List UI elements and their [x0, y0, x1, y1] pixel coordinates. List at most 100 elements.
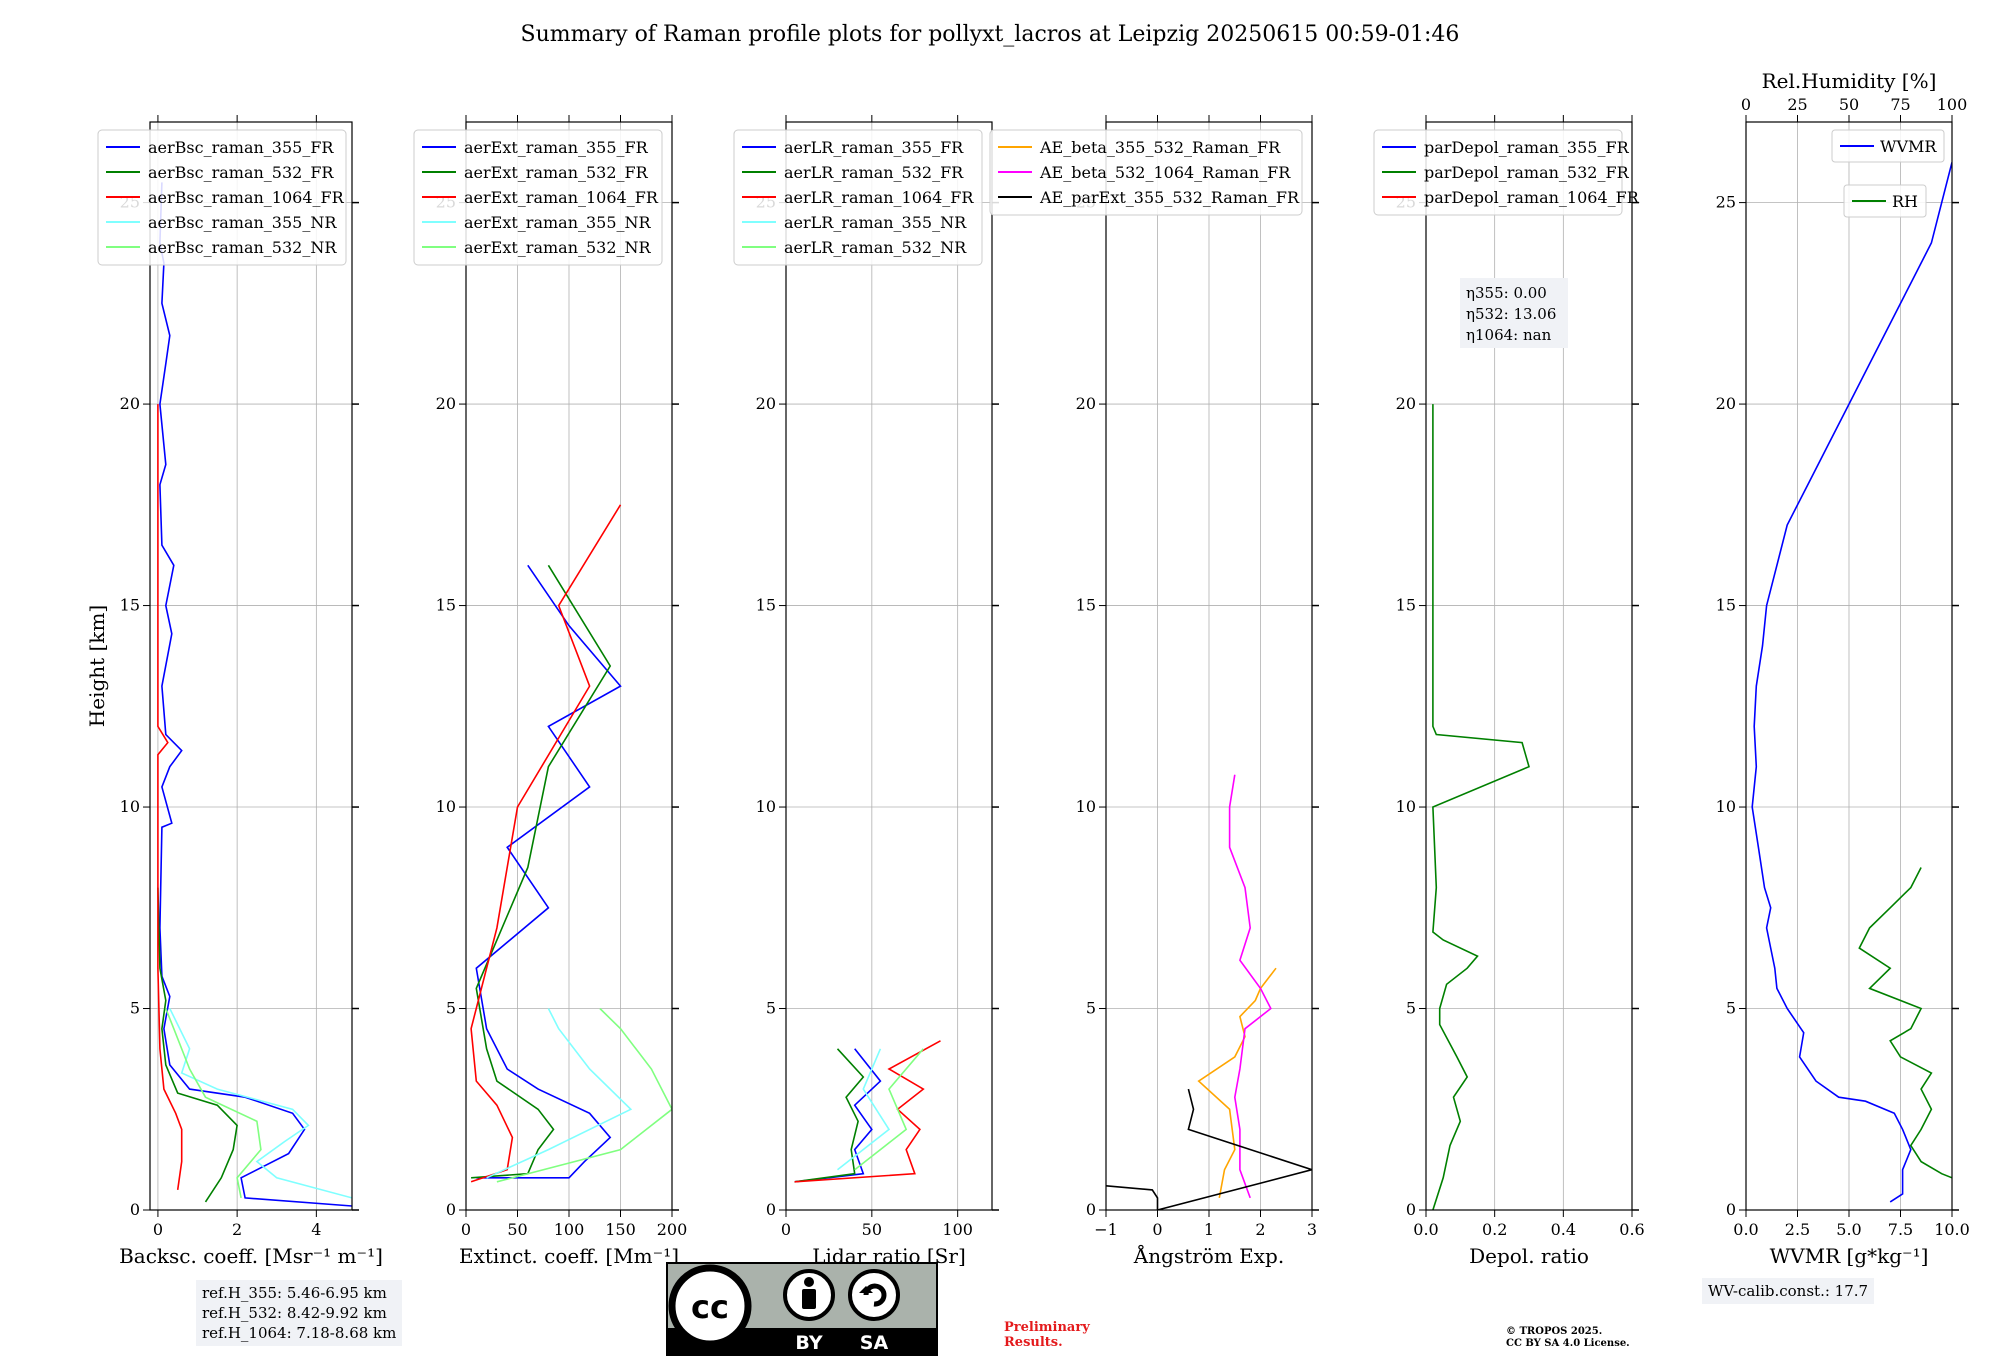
- legend-label: aerLR_raman_1064_FR: [784, 188, 974, 207]
- y-tick-label: 10: [436, 797, 456, 816]
- y-tick-label: 10: [756, 797, 776, 816]
- eta-value: η1064: nan: [1466, 326, 1552, 344]
- legend: aerLR_raman_355_FR aerLR_raman_532_FR aerL…: [733, 129, 983, 266]
- legend-label: aerLR_raman_532_NR: [784, 238, 967, 257]
- y-tick-label: 10: [120, 797, 140, 816]
- legend-label: aerBsc_raman_1064_FR: [148, 188, 345, 207]
- y-tick-label: 0: [1406, 1200, 1416, 1219]
- y-tick-label: 5: [130, 999, 140, 1018]
- y-tick-label: 15: [1076, 596, 1096, 615]
- x-tick-label: 100: [942, 1220, 973, 1239]
- y-tick-label: 10: [1076, 797, 1096, 816]
- x-axis-label: Backsc. coeff. [Msr⁻¹ m⁻¹]: [119, 1244, 383, 1268]
- preliminary-line-2: Results.: [1004, 1335, 1063, 1350]
- x-tick-label: 4: [311, 1220, 321, 1239]
- legend-label: aerLR_raman_355_NR: [784, 213, 967, 232]
- copyright-line-2: CC BY SA 4.0 License.: [1506, 1338, 1630, 1349]
- legend: aerExt_raman_355_FR aerExt_raman_532_FRae…: [413, 129, 663, 266]
- legend-label: parDepol_raman_355_FR: [1424, 138, 1630, 157]
- x-tick-label: 5.0: [1836, 1220, 1861, 1239]
- legend-label: aerExt_raman_532_FR: [464, 163, 649, 182]
- reference-height-box: ref.H_355: 5.46-6.95 km ref.H_532: 8.42-…: [196, 1280, 403, 1346]
- legend: parDepol_raman_355_FR parDepol_raman_532_…: [1373, 129, 1640, 216]
- share-alike-icon: [848, 1269, 900, 1321]
- y-tick-label: 20: [436, 394, 456, 413]
- series-RH: [1858, 867, 1952, 1179]
- preliminary-line-1: Preliminary: [1004, 1320, 1090, 1335]
- series-aerExt_raman_355_NR: [486, 1008, 633, 1179]
- series-AE_parExt_355_532_Raman_FR: [1106, 1088, 1312, 1210]
- figure-title: Summary of Raman profile plots for polly…: [520, 22, 1460, 47]
- x-tick-label: 0.2: [1482, 1220, 1507, 1239]
- series-parDepol_raman_532_FR: [1432, 404, 1530, 1210]
- x-tick-label: 150: [605, 1220, 636, 1239]
- x-tick-label: 0: [781, 1220, 791, 1239]
- panel-wvmr_rh: 0.0 2.5 5.0 7.5 10.0 0 5 10 15 20 25 WVMR [g*kg⁻¹] 0…: [1716, 69, 1970, 1268]
- x-tick-label: 1: [1204, 1220, 1214, 1239]
- x-tick-label: 10.0: [1934, 1220, 1970, 1239]
- legend-label: aerExt_raman_355_NR: [464, 213, 652, 232]
- x-axis-label: Depol. ratio: [1469, 1244, 1589, 1268]
- legend-label: aerExt_raman_1064_FR: [464, 188, 659, 207]
- legend-label: parDepol_raman_1064_FR: [1424, 188, 1640, 207]
- series-aerExt_raman_1064_FR: [470, 504, 622, 1183]
- legend-label: aerBsc_raman_532_FR: [148, 163, 334, 182]
- panel-angstrom: −101230510152025Ångström Exp.AE_beta_355…: [989, 115, 1319, 1268]
- x2-tick-label: 0: [1741, 95, 1751, 114]
- y-tick-label: 20: [120, 394, 140, 413]
- x-tick-label: 100: [554, 1220, 585, 1239]
- legend: AE_beta_355_532_Raman_FR AE_beta_532_1064…: [989, 129, 1303, 216]
- legend-label: aerBsc_raman_355_FR: [148, 138, 334, 157]
- cc-license-logo: cc BY SA: [666, 1262, 938, 1356]
- x-tick-label: 0: [461, 1220, 471, 1239]
- legend-label: AE_beta_355_532_Raman_FR: [1039, 138, 1281, 157]
- y-tick-label: 15: [756, 596, 776, 615]
- axes-frame: [785, 121, 993, 1211]
- y-tick-label: 25: [1716, 193, 1736, 212]
- y-tick-label: 0: [130, 1200, 140, 1219]
- ref-height-355: ref.H_355: 5.46-6.95 km: [202, 1284, 387, 1302]
- legend-label: aerLR_raman_532_FR: [784, 163, 964, 182]
- svg-text:RH: RH: [1892, 192, 1918, 211]
- y-tick-label: 10: [1396, 797, 1416, 816]
- y-tick-label: 0: [1086, 1200, 1096, 1219]
- x-tick-label: 2: [1255, 1220, 1265, 1239]
- x-axis-label: Extinct. coeff. [Mm⁻¹]: [459, 1244, 679, 1268]
- series-aerLR_raman_1064_FR: [794, 1040, 941, 1183]
- legend-label: aerBsc_raman_355_NR: [148, 213, 337, 232]
- x-tick-label: 50: [507, 1220, 527, 1239]
- legend-label: aerExt_raman_355_FR: [464, 138, 649, 157]
- series-aerExt_raman_355_FR: [475, 564, 622, 1179]
- series-aerLR_raman_532_FR: [794, 1048, 865, 1183]
- y-tick-label: 20: [1396, 394, 1416, 413]
- x-tick-label: 2: [232, 1220, 242, 1239]
- legend-label: aerBsc_raman_532_NR: [148, 238, 337, 257]
- legend-label: AE_parExt_355_532_Raman_FR: [1039, 188, 1300, 207]
- x-tick-label: 2.5: [1785, 1220, 1810, 1239]
- series-aerLR_raman_532_NR: [854, 1048, 924, 1171]
- legend-label: parDepol_raman_532_FR: [1424, 163, 1630, 182]
- series-aerLR_raman_355_NR: [837, 1048, 891, 1171]
- x-tick-label: 0.0: [1733, 1220, 1758, 1239]
- svg-text:WVMR: WVMR: [1880, 137, 1937, 156]
- x-axis-label: WVMR [g*kg⁻¹]: [1770, 1244, 1929, 1268]
- legend-entry-WVMR: WVMR: [1831, 129, 1945, 163]
- eta-value: η532: 13.06: [1466, 305, 1556, 323]
- preliminary-results-note: Preliminary Results.: [1004, 1320, 1090, 1350]
- x-tick-label: 7.5: [1888, 1220, 1913, 1239]
- legend: aerBsc_raman_355_FR aerBsc_raman_532_FRae…: [97, 129, 347, 266]
- x-tick-label: 3: [1307, 1220, 1317, 1239]
- eta-annotation: η355: 0.00 η532: 13.06 η1064: nan: [1460, 278, 1568, 348]
- y-tick-label: 20: [756, 394, 776, 413]
- series-WVMR: [1751, 162, 1952, 1203]
- y-tick-label: 5: [446, 999, 456, 1018]
- series-aerBsc_raman_355_FR: [159, 182, 352, 1207]
- copyright-line-1: © TROPOS 2025.: [1506, 1326, 1603, 1337]
- ref-height-532: ref.H_532: 8.42-9.92 km: [202, 1304, 387, 1322]
- wv-calibration-box: WV-calib.const.: 17.7: [1702, 1278, 1875, 1304]
- y-tick-label: 0: [766, 1200, 776, 1219]
- y-tick-label: 5: [1406, 999, 1416, 1018]
- x-tick-label: 200: [657, 1220, 688, 1239]
- x2-tick-label: 25: [1787, 95, 1807, 114]
